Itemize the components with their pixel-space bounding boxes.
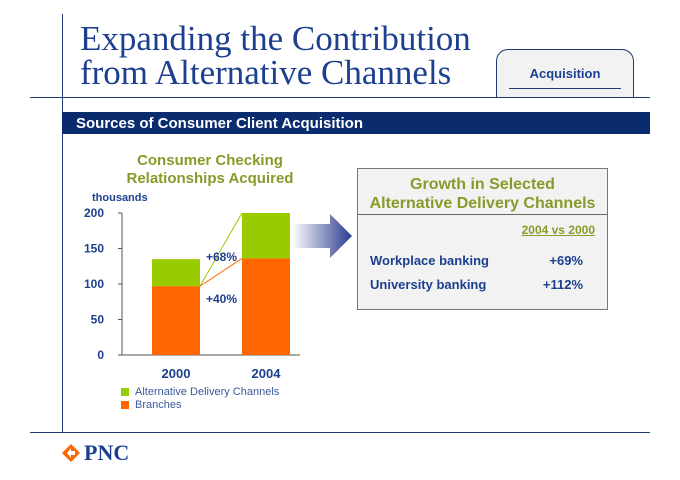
annotation-plus-40: +40% [206, 292, 237, 306]
y-tick-label: 150 [84, 242, 104, 256]
x-tick-label: 2004 [252, 366, 282, 381]
legend-item-branches: Branches [121, 398, 279, 411]
legend-item-alt: Alternative Delivery Channels [121, 385, 279, 398]
legend-label-alt: Alternative Delivery Channels [135, 385, 280, 398]
legend-label-branches: Branches [135, 398, 182, 411]
legend-swatch-alt [121, 387, 129, 396]
panel-title-line-1: Growth in Selected [410, 176, 555, 193]
bar-alt-2004 [242, 213, 290, 259]
y-tick-label: 50 [91, 313, 105, 327]
tab-underline [509, 88, 621, 89]
bar-branches-2000 [152, 286, 200, 355]
page-title-line-1: Expanding the Contribution [80, 19, 471, 58]
growth-panel: Growth in Selected Alternative Delivery … [357, 168, 608, 310]
chart-title: Consumer Checking Relationships Acquired [110, 152, 310, 188]
page-title-line-2: from Alternative Channels [80, 53, 452, 92]
pnc-logo: PNC [61, 440, 129, 466]
growth-connector-branch [199, 258, 243, 287]
chart-title-line-1: Consumer Checking [137, 152, 283, 169]
pnc-logo-icon [62, 444, 80, 462]
panel-row-label: University banking [370, 277, 487, 292]
y-tick-label: 0 [97, 348, 104, 362]
panel-title-line-2: Alternative Delivery Channels [369, 195, 596, 212]
x-tick-label: 2000 [162, 366, 191, 381]
arrow-icon [292, 214, 352, 258]
bar-alt-2000 [152, 259, 200, 287]
tab-acquisition-label: Acquisition [529, 66, 601, 81]
panel-comparison-label: 2004 vs 2000 [521, 223, 595, 237]
panel-row-label: Workplace banking [370, 253, 489, 268]
y-axis-label: thousands [92, 192, 148, 204]
pnc-logo-text: PNC [84, 440, 130, 465]
panel-title: Growth in Selected Alternative Delivery … [358, 175, 607, 213]
growth-connector-alt [199, 212, 243, 287]
chart-title-line-2: Relationships Acquired [126, 170, 294, 187]
panel-divider [358, 214, 607, 215]
legend-swatch-branches [121, 400, 129, 409]
section-heading: Sources of Consumer Client Acquisition [76, 115, 363, 132]
tab-acquisition[interactable]: Acquisition [496, 49, 634, 97]
y-tick-label: 100 [84, 277, 104, 291]
footer-rule [30, 432, 650, 433]
page-title: Expanding the Contribution from Alternat… [80, 19, 471, 92]
header-rule [30, 97, 650, 98]
chart-legend: Alternative Delivery Channels Branches [121, 385, 279, 411]
panel-row-value: +112% [542, 277, 583, 292]
left-rule [62, 14, 63, 432]
annotation-plus-68: +68% [206, 250, 237, 264]
y-tick-label: 200 [84, 206, 104, 220]
bar-branches-2004 [242, 258, 290, 355]
panel-row-value: +69% [549, 253, 583, 268]
section-heading-bar: Sources of Consumer Client Acquisition [62, 112, 650, 134]
